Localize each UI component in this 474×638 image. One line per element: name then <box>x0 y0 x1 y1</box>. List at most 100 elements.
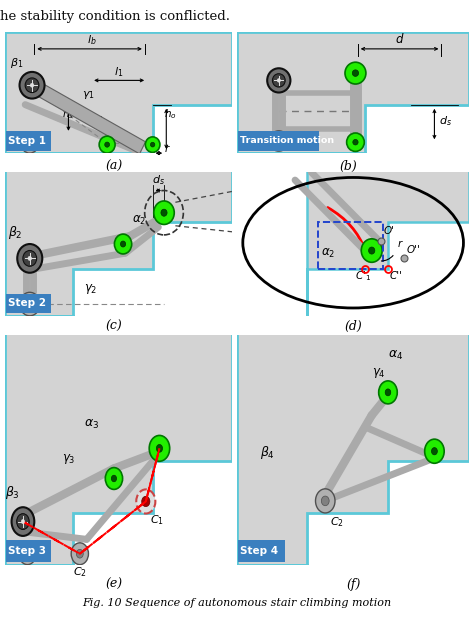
Circle shape <box>361 239 382 262</box>
Text: $\beta_4$: $\beta_4$ <box>260 443 275 461</box>
Text: O': O' <box>383 226 394 235</box>
Text: $l_1$: $l_1$ <box>98 114 107 128</box>
Text: $C_2$: $C_2$ <box>73 565 87 579</box>
Text: (e): (e) <box>105 577 122 591</box>
Circle shape <box>353 140 358 145</box>
Text: Step 1: Step 1 <box>8 136 46 146</box>
Circle shape <box>19 543 36 565</box>
Circle shape <box>277 78 281 82</box>
Circle shape <box>99 136 115 153</box>
Text: $\alpha_3$: $\alpha_3$ <box>84 418 100 431</box>
Circle shape <box>379 381 397 404</box>
Polygon shape <box>5 133 232 316</box>
Circle shape <box>19 292 40 316</box>
Circle shape <box>71 543 89 565</box>
FancyBboxPatch shape <box>238 131 319 151</box>
Circle shape <box>425 439 444 463</box>
Text: $\beta_1$: $\beta_1$ <box>10 56 24 70</box>
Text: $d_s$: $d_s$ <box>152 173 165 186</box>
Circle shape <box>114 234 132 254</box>
Text: $C_1$: $C_1$ <box>150 513 164 527</box>
FancyBboxPatch shape <box>6 293 51 313</box>
Circle shape <box>28 256 32 260</box>
Polygon shape <box>5 32 232 153</box>
Text: $h_o$: $h_o$ <box>164 107 177 121</box>
Circle shape <box>19 72 45 99</box>
Circle shape <box>321 496 329 506</box>
Text: (c): (c) <box>106 320 122 333</box>
Text: $\gamma_3$: $\gamma_3$ <box>62 452 75 466</box>
Text: C'$_1$: C'$_1$ <box>356 269 372 283</box>
Text: $l_b$: $l_b$ <box>87 33 97 47</box>
Circle shape <box>136 489 155 514</box>
Circle shape <box>161 209 167 216</box>
Text: he stability condition is conflicted.: he stability condition is conflicted. <box>0 10 230 22</box>
Text: $\gamma_4$: $\gamma_4$ <box>372 366 385 380</box>
Circle shape <box>142 496 150 507</box>
Text: (a): (a) <box>105 160 123 173</box>
Text: $d$: $d$ <box>395 32 404 46</box>
Text: $\beta_3$: $\beta_3$ <box>5 484 19 501</box>
Text: $r$: $r$ <box>397 237 404 249</box>
Circle shape <box>21 135 38 153</box>
Circle shape <box>431 448 438 455</box>
Circle shape <box>17 514 29 530</box>
Text: $l_1$: $l_1$ <box>114 66 123 79</box>
Text: (f): (f) <box>346 577 360 591</box>
Circle shape <box>17 244 42 273</box>
Text: $r$: $r$ <box>164 143 171 154</box>
Circle shape <box>111 475 117 482</box>
Circle shape <box>150 142 155 147</box>
Circle shape <box>26 299 34 309</box>
Circle shape <box>23 251 36 266</box>
Polygon shape <box>5 306 232 565</box>
Text: $d_s$: $d_s$ <box>439 114 452 128</box>
Text: (d): (d) <box>344 320 362 333</box>
Circle shape <box>105 142 109 147</box>
FancyBboxPatch shape <box>238 540 284 562</box>
Circle shape <box>275 137 283 145</box>
Circle shape <box>385 389 391 396</box>
Circle shape <box>346 133 365 151</box>
Text: $C_2$: $C_2$ <box>330 516 344 529</box>
Text: $\gamma_2$: $\gamma_2$ <box>84 282 98 296</box>
Circle shape <box>316 489 335 513</box>
Circle shape <box>149 435 170 461</box>
Circle shape <box>105 468 123 489</box>
Text: $\alpha_2$: $\alpha_2$ <box>132 214 146 227</box>
Circle shape <box>273 74 285 87</box>
Text: $\beta_2$: $\beta_2$ <box>8 224 23 241</box>
Polygon shape <box>237 32 469 153</box>
Text: $\gamma_1$: $\gamma_1$ <box>82 89 95 101</box>
Text: C'': C'' <box>389 271 402 281</box>
Circle shape <box>352 70 359 77</box>
Circle shape <box>146 137 160 152</box>
Circle shape <box>120 241 126 247</box>
Text: (b): (b) <box>339 160 357 173</box>
Circle shape <box>345 62 366 84</box>
Text: Step 3: Step 3 <box>8 546 46 556</box>
Text: $h_s$: $h_s$ <box>62 107 74 121</box>
Polygon shape <box>29 79 146 154</box>
FancyBboxPatch shape <box>6 131 51 151</box>
Circle shape <box>154 201 174 225</box>
FancyBboxPatch shape <box>6 540 51 562</box>
Circle shape <box>21 519 25 524</box>
Circle shape <box>25 78 39 93</box>
Polygon shape <box>307 160 469 316</box>
Circle shape <box>30 83 34 87</box>
Circle shape <box>24 549 31 558</box>
Text: $\alpha_4$: $\alpha_4$ <box>388 349 403 362</box>
Circle shape <box>156 445 163 452</box>
Circle shape <box>267 68 291 93</box>
Text: $\alpha_2$: $\alpha_2$ <box>320 247 335 260</box>
Circle shape <box>369 247 375 254</box>
Circle shape <box>76 549 83 558</box>
Text: Transition motion: Transition motion <box>240 137 334 145</box>
Text: Fig. 10 Sequence of autonomous stair climbing motion: Fig. 10 Sequence of autonomous stair cli… <box>82 598 392 608</box>
Polygon shape <box>237 306 469 565</box>
Circle shape <box>269 131 289 151</box>
Circle shape <box>27 140 33 147</box>
Text: O'': O'' <box>407 245 420 255</box>
Circle shape <box>11 507 34 536</box>
